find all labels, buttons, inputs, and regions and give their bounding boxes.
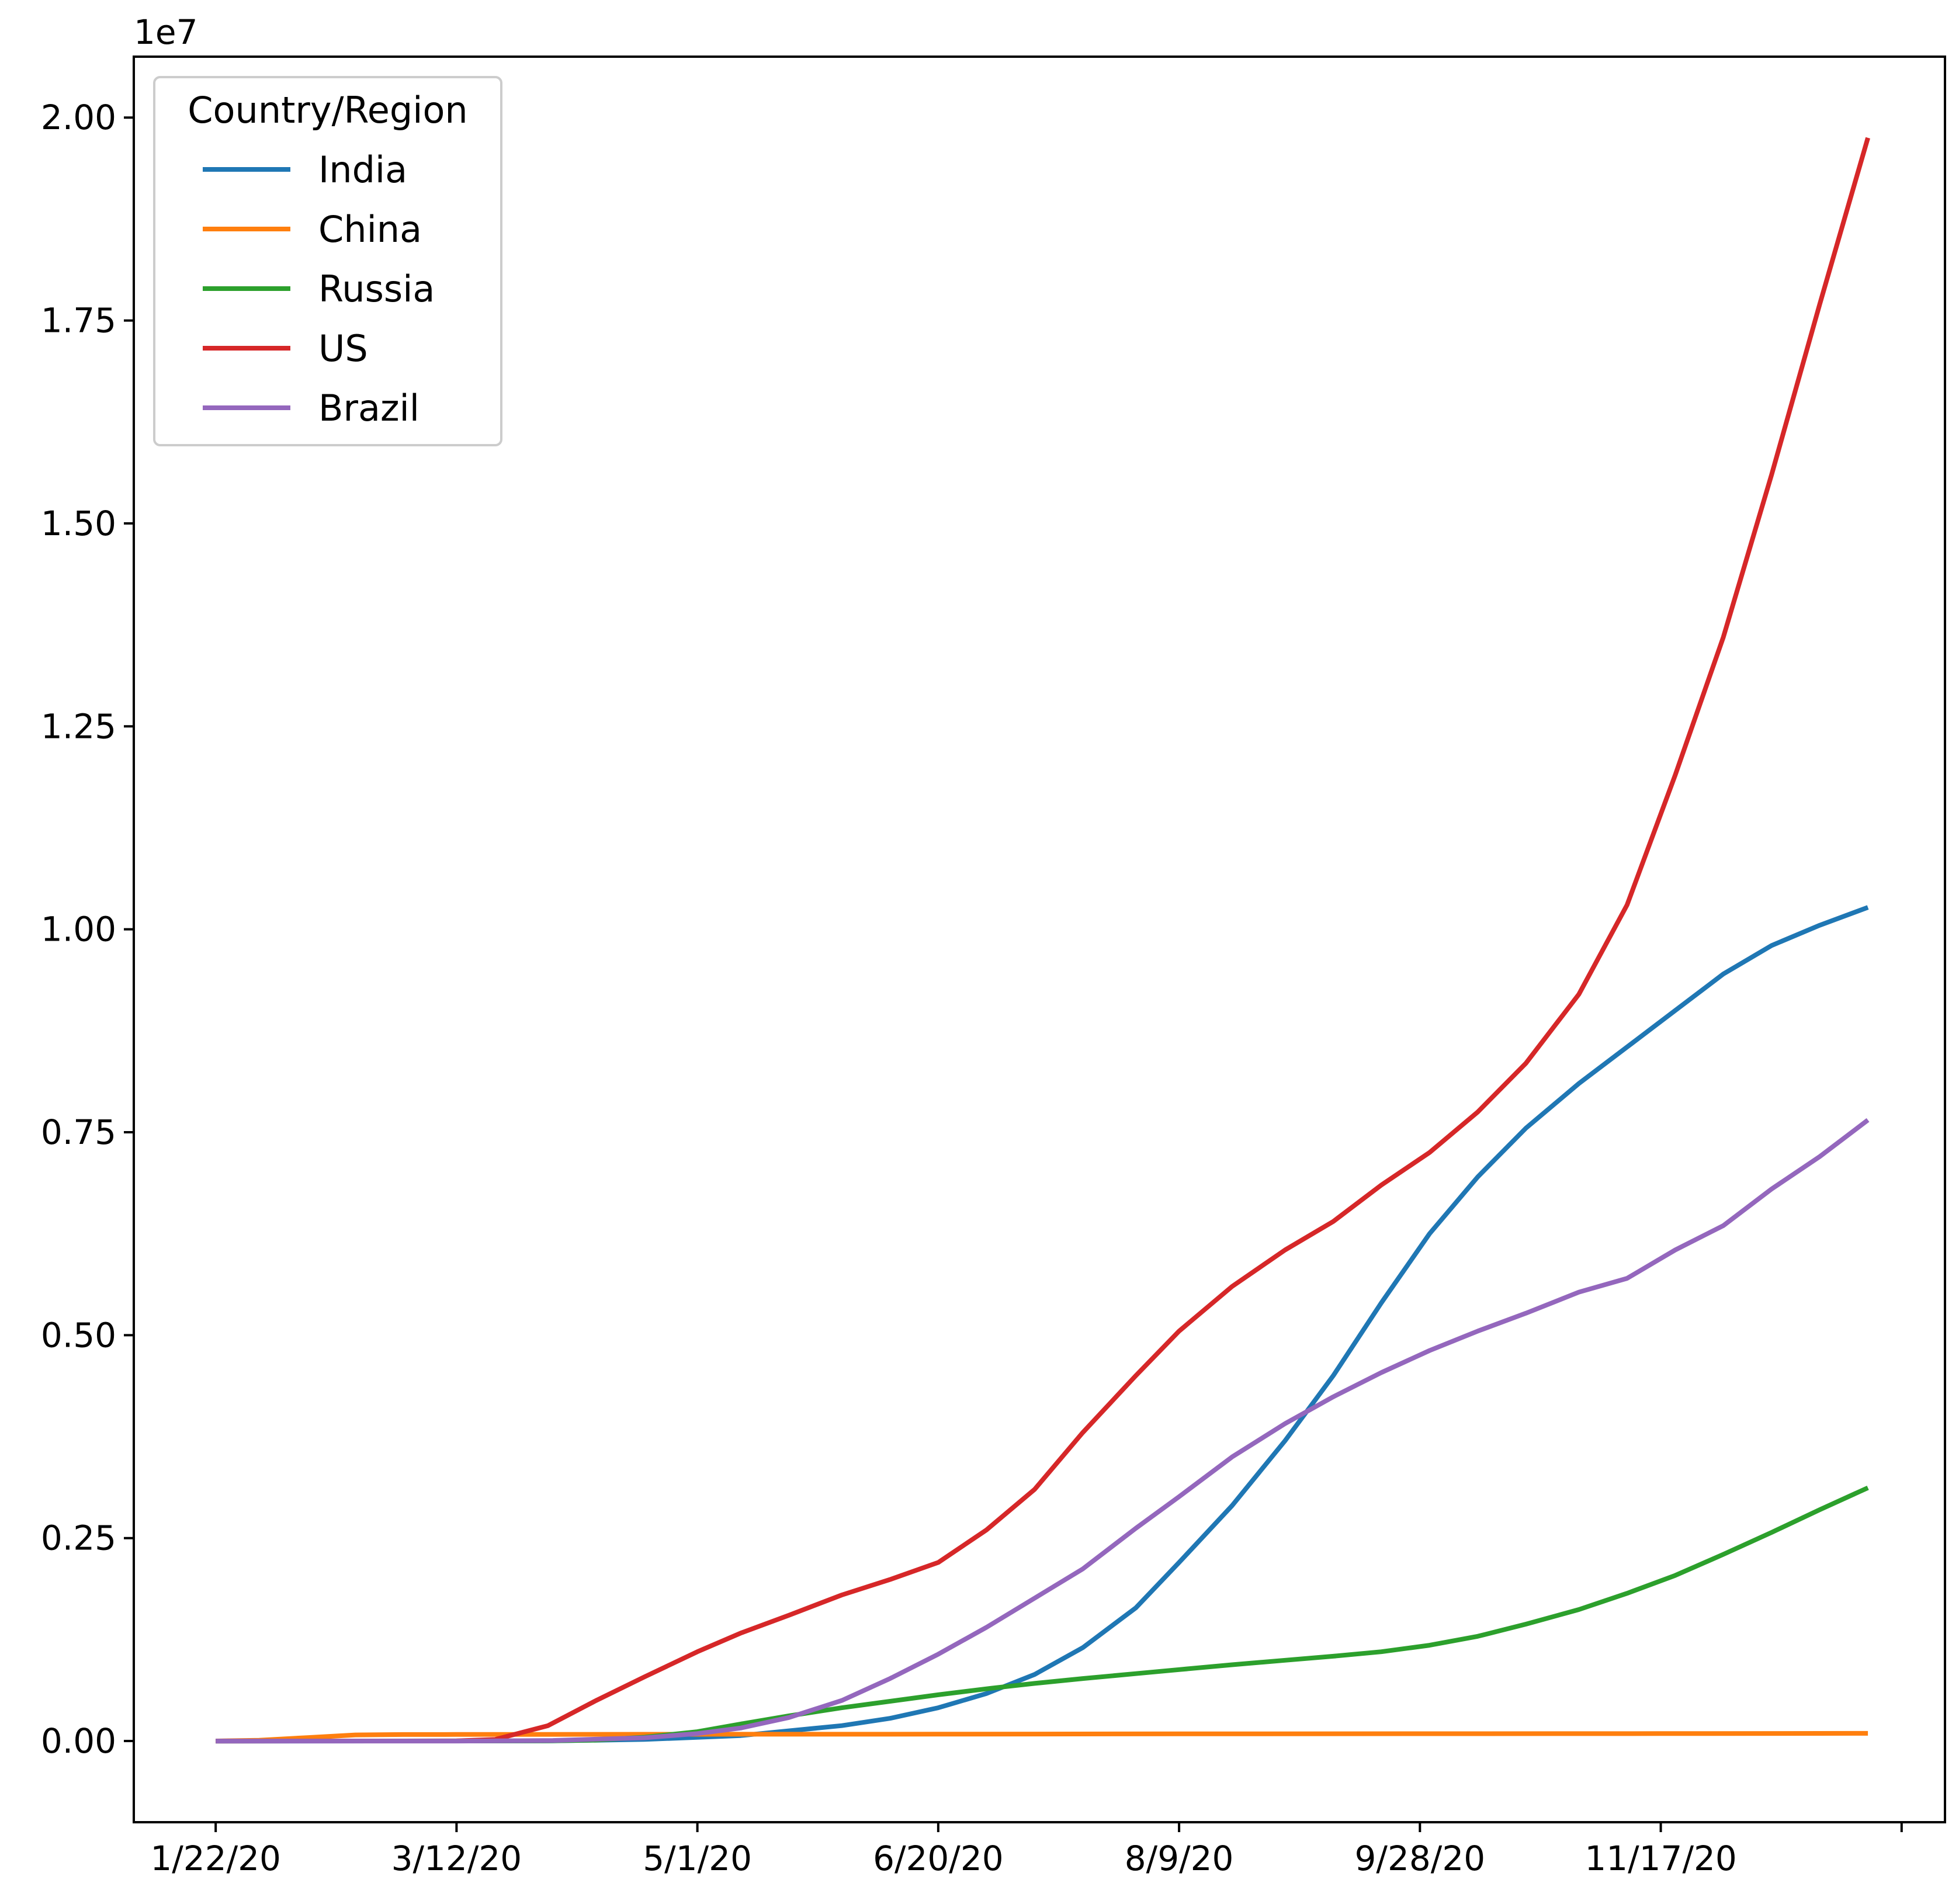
y-tick-label: 2.00 [41, 98, 116, 137]
y-tick-label: 1.50 [41, 504, 116, 543]
legend-title: Country/Region [188, 89, 467, 131]
legend-label-russia: Russia [318, 268, 435, 310]
x-axis: 1/22/20 3/12/20 5/1/20 6/20/20 8/9/20 9/28/20… [150, 1822, 1903, 1878]
x-tick-label: 3/12/20 [391, 1839, 522, 1878]
legend: Country/Region India China Russia US Brazil [153, 76, 502, 446]
x-tick-label: 8/9/20 [1125, 1839, 1234, 1878]
series-line-china [216, 1730, 1868, 1743]
y-tick-label: 0.25 [41, 1518, 116, 1558]
legend-label-brazil: Brazil [318, 387, 419, 429]
y-tick-label: 1.25 [41, 706, 116, 746]
x-tick-label: 9/28/20 [1355, 1839, 1486, 1878]
y-tick-label: 1.75 [41, 301, 116, 341]
legend-label-us: US [318, 327, 368, 370]
series-line-us [216, 137, 1870, 1744]
y-tick-label: 0.75 [41, 1112, 116, 1152]
y-tick-label: 0.50 [41, 1315, 116, 1355]
x-tick-label: 5/1/20 [643, 1839, 752, 1878]
series-line-brazil [216, 1118, 1870, 1744]
legend-label-china: China [318, 208, 422, 251]
y-offset-text: 1e7 [134, 12, 198, 52]
y-tick-label: 1.00 [41, 910, 116, 949]
y-tick-label: 0.00 [41, 1721, 116, 1761]
legend-label-india: India [318, 148, 407, 191]
series-line-russia [216, 1485, 1869, 1744]
x-tick-label: 11/17/20 [1584, 1839, 1737, 1878]
plot-frame [133, 56, 1946, 1823]
x-tick-label: 1/22/20 [150, 1839, 281, 1878]
series-lines [216, 137, 1870, 1744]
x-tick-label: 6/20/20 [873, 1839, 1004, 1878]
y-axis: 0.00 0.25 0.50 0.75 1.00 1.25 1.50 1.75 2.00 [41, 98, 134, 1761]
